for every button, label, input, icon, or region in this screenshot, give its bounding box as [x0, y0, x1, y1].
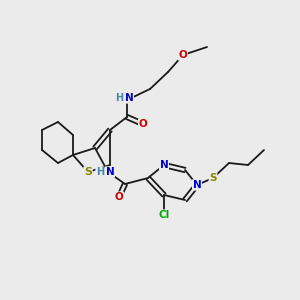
- Text: Cl: Cl: [158, 210, 169, 220]
- Text: S: S: [84, 167, 92, 177]
- Text: N: N: [160, 160, 168, 170]
- Text: N: N: [124, 93, 134, 103]
- Text: N: N: [106, 167, 114, 177]
- Text: H: H: [115, 93, 123, 103]
- Text: O: O: [139, 119, 147, 129]
- Text: S: S: [209, 173, 217, 183]
- Text: N: N: [193, 180, 201, 190]
- Text: O: O: [115, 192, 123, 202]
- Text: H: H: [96, 167, 104, 177]
- Text: O: O: [178, 50, 188, 60]
